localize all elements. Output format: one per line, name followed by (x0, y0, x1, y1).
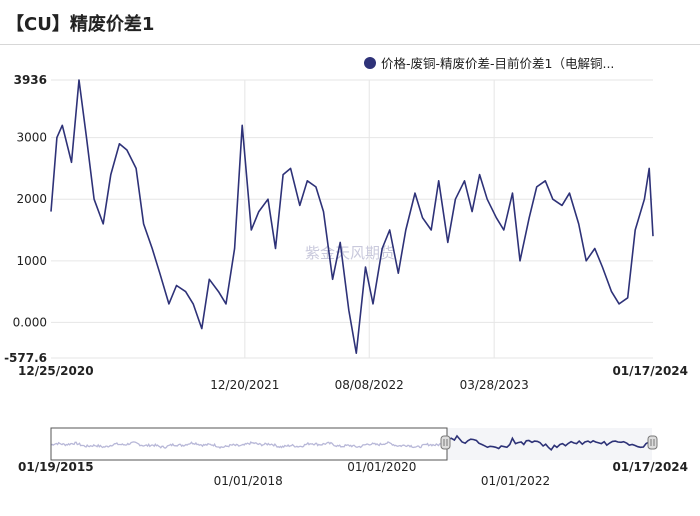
navigator-tick-label: 01/01/2022 (481, 474, 550, 488)
watermark: 紫金天风期货 (305, 244, 395, 262)
x-axis: 12/25/2020 01/17/2024 12/20/2021 08/08/2022… (18, 364, 688, 392)
navigator-selection-window[interactable] (447, 428, 652, 460)
legend-label: 价格-废铜-精废价差-目前价差1（电解铜... (381, 56, 614, 71)
y-tick-label: 3000 (16, 131, 47, 145)
navigator-right-handle[interactable] (647, 435, 658, 450)
x-start-label: 12/25/2020 (18, 364, 94, 378)
grid (51, 79, 653, 359)
y-tick-label: -577.6 (4, 351, 47, 365)
series-line (50, 79, 654, 355)
navigator-history-line (50, 440, 448, 449)
navigator-selected-line (446, 434, 653, 451)
legend-marker-icon (364, 57, 376, 69)
x-tick-label: 08/08/2022 (335, 378, 404, 392)
navigator-tick-label: 01/01/2020 (347, 460, 416, 474)
series-layer (50, 79, 654, 355)
navigator[interactable]: 01/19/2015 01/17/2024 01/01/2018 01/01/2020… (18, 427, 688, 488)
navigator-series (50, 434, 653, 451)
y-axis: 3936 3000 2000 1000 0.000 -577.6 (4, 73, 47, 365)
navigator-start-label: 01/19/2015 (18, 460, 94, 474)
x-end-label: 01/17/2024 (612, 364, 688, 378)
chart-title: 【CU】精废价差1 (6, 14, 155, 35)
navigator-tick-label: 01/01/2018 (214, 474, 283, 488)
navigator-axis: 01/19/2015 01/17/2024 01/01/2018 01/01/2020… (18, 460, 688, 488)
title-divider (0, 44, 700, 45)
y-tick-label: 0.000 (13, 315, 47, 329)
y-tick-label: 3936 (14, 73, 47, 87)
navigator-left-handle[interactable] (440, 435, 451, 450)
y-tick-label: 1000 (16, 254, 47, 268)
x-tick-label: 12/20/2021 (210, 378, 279, 392)
navigator-end-label: 01/17/2024 (612, 460, 688, 474)
legend[interactable]: 价格-废铜-精废价差-目前价差1（电解铜... (364, 56, 614, 71)
x-tick-label: 03/28/2023 (460, 378, 529, 392)
y-tick-label: 2000 (16, 192, 47, 206)
